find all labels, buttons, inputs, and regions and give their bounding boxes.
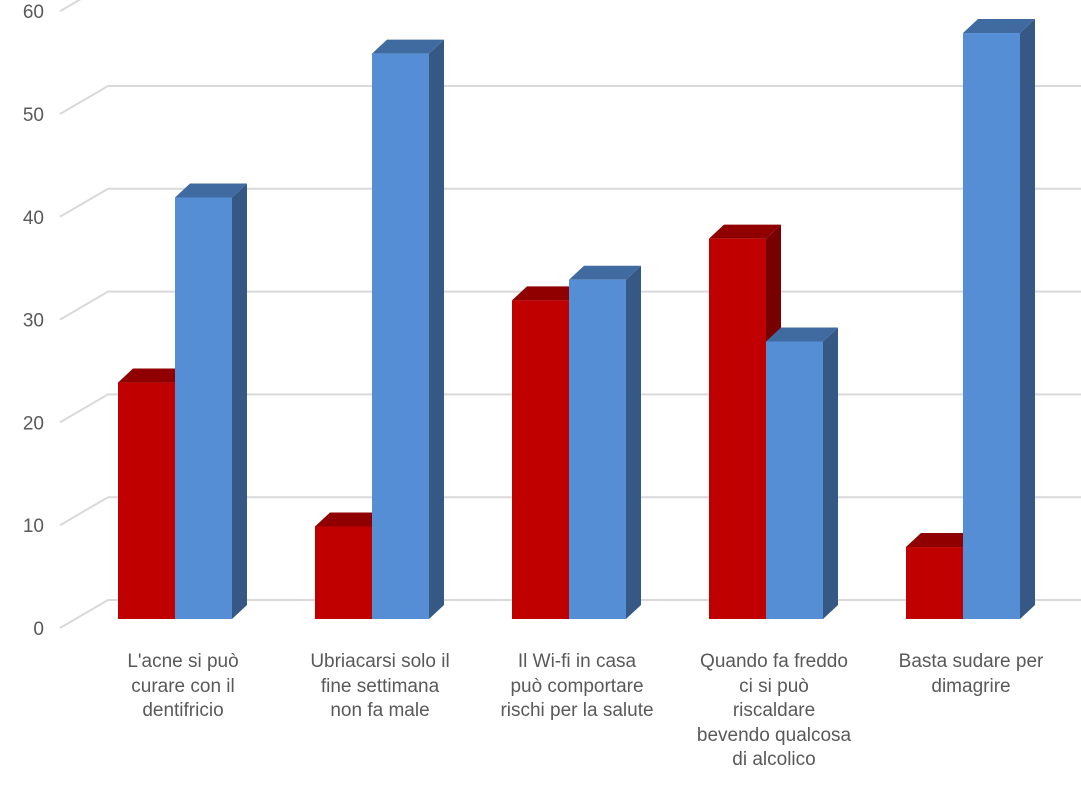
y-tick-label: 0 [33,619,44,640]
gridline [59,187,1081,218]
x-category-label: Quando fa freddo ci si può riscaldare be… [696,651,852,770]
y-tick-label: 20 [23,413,44,434]
bar-4-1 [963,19,1035,620]
gridline [59,85,1081,115]
bar-2-1 [569,265,641,619]
x-category-label: Basta sudare per dimagrire [898,651,1044,697]
y-tick-label: 60 [23,2,44,23]
bar-2-0 [512,286,584,619]
y-tick-label: 50 [23,105,44,126]
bar-1-1 [372,39,444,620]
y-axis-tick-labels: 0 10 20 30 40 50 60 [23,2,44,640]
x-category-label: L'acne si può curare con il dentifricio [127,651,239,721]
x-category-label: Ubriacarsi solo il fine settimana non fa… [310,651,450,721]
y-tick-label: 40 [23,208,44,229]
bar-3-1 [766,327,838,619]
bar-0-1 [175,183,247,619]
y-tick-label: 30 [23,311,44,332]
y-tick-label: 10 [23,516,44,537]
bars [118,19,1035,620]
gridline [59,0,82,13]
x-category-label: Il Wi-fi in casa può comportare rischi p… [500,651,654,721]
